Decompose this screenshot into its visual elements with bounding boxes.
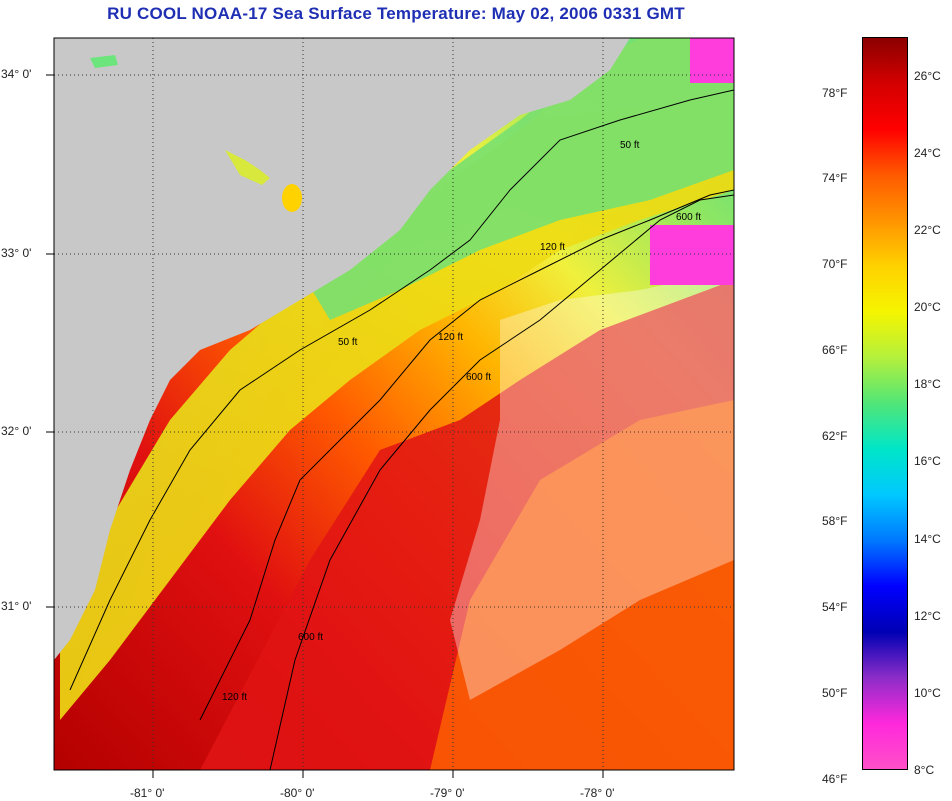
lat-label-34: 34° 0'	[1, 67, 32, 81]
map-title: RU COOL NOAA-17 Sea Surface Temperature:…	[107, 4, 685, 23]
contour-label-120: 120 ft	[540, 242, 565, 253]
lon-label-79: -79° 0'	[430, 786, 465, 800]
cloud-region	[450, 270, 734, 700]
contour-label-600: 600 ft	[676, 212, 701, 223]
lat-lon-grid	[54, 38, 734, 770]
fahrenheit-label: 78°F	[822, 85, 848, 100]
contour-label-50: 50 ft	[620, 140, 640, 151]
map-frame	[53, 37, 735, 771]
lat-label-33: 33° 0'	[1, 246, 32, 260]
celsius-label: 18°C	[914, 377, 941, 392]
fahrenheit-label: 50°F	[822, 685, 848, 700]
fahrenheit-label: 46°F	[822, 771, 848, 786]
isobath-120ft	[199, 189, 734, 721]
contour-label-50b: 50 ft	[338, 337, 358, 348]
celsius-label: 16°C	[914, 454, 941, 469]
contour-label-120b: 120 ft	[438, 332, 463, 343]
celsius-label: 14°C	[914, 531, 941, 546]
fahrenheit-label: 58°F	[822, 514, 848, 529]
lon-label-78: -78° 0'	[580, 786, 615, 800]
isobath-50ft	[69, 89, 734, 691]
celsius-label: 24°C	[914, 145, 941, 160]
celsius-label: 10°C	[914, 685, 941, 700]
lat-label-31: 31° 0'	[1, 599, 32, 613]
frame-ticks	[46, 74, 604, 778]
celsius-label: 20°C	[914, 300, 941, 315]
celsius-label: 22°C	[914, 222, 941, 237]
lat-label-32: 32° 0'	[1, 424, 32, 438]
lon-label-81: -81° 0'	[130, 786, 165, 800]
celsius-label: 26°C	[914, 68, 941, 83]
isobath-600ft	[269, 194, 734, 770]
contour-label-600c: 600 ft	[298, 632, 323, 643]
fahrenheit-label: 74°F	[822, 171, 848, 186]
lon-label-80: -80° 0'	[280, 786, 315, 800]
fahrenheit-label: 54°F	[822, 600, 848, 615]
contour-label-600b: 600 ft	[466, 372, 491, 383]
fahrenheit-label: 70°F	[822, 257, 848, 272]
fahrenheit-label: 62°F	[822, 428, 848, 443]
temperature-colorbar	[862, 37, 908, 770]
celsius-label: 12°C	[914, 608, 941, 623]
celsius-label: 8°C	[914, 763, 935, 777]
land-area	[54, 38, 630, 660]
fahrenheit-label: 66°F	[822, 342, 848, 357]
contour-label-120c: 120 ft	[222, 692, 247, 703]
